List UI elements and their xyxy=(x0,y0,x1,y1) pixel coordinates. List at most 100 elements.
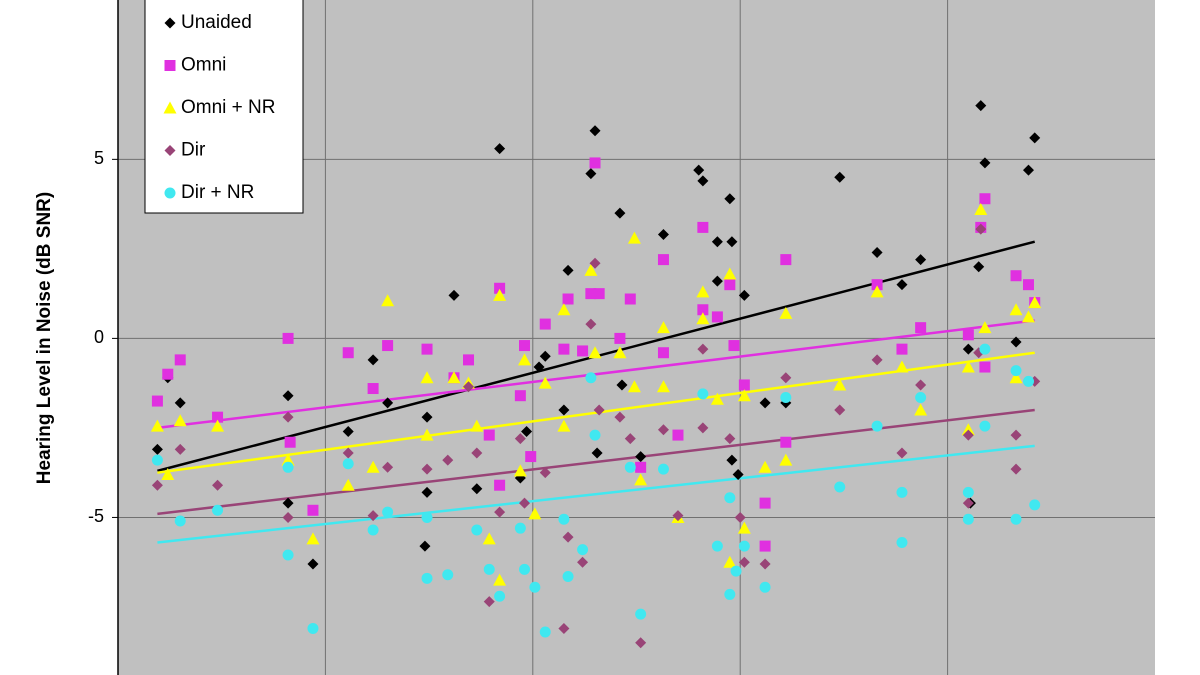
point xyxy=(624,461,636,473)
point xyxy=(723,267,737,280)
point xyxy=(577,556,589,568)
point xyxy=(174,515,186,527)
point xyxy=(519,497,531,509)
point xyxy=(759,397,771,409)
point xyxy=(513,464,527,477)
point xyxy=(281,453,295,466)
trend-line xyxy=(157,351,1035,474)
point xyxy=(307,558,319,570)
point xyxy=(212,411,224,423)
point xyxy=(533,361,545,373)
point xyxy=(635,451,647,463)
point xyxy=(978,321,992,334)
legend-label: Dir xyxy=(181,140,206,161)
point xyxy=(421,572,433,584)
legend-marker xyxy=(164,187,176,199)
point xyxy=(871,246,883,258)
point xyxy=(342,425,354,437)
point xyxy=(174,443,186,455)
point xyxy=(557,303,571,316)
point xyxy=(494,479,506,491)
point xyxy=(870,285,884,298)
point xyxy=(1010,429,1022,441)
point xyxy=(558,404,570,416)
point xyxy=(624,433,636,445)
point xyxy=(341,478,355,491)
point xyxy=(382,340,394,352)
point xyxy=(367,383,379,395)
point xyxy=(1021,310,1035,323)
point xyxy=(834,171,846,183)
point xyxy=(366,460,380,473)
y-tick-label: 5 xyxy=(94,148,104,168)
point xyxy=(710,392,724,405)
point xyxy=(307,504,319,516)
point xyxy=(914,403,928,416)
point xyxy=(635,461,647,473)
point xyxy=(896,537,908,549)
point xyxy=(151,454,163,466)
point xyxy=(737,521,751,534)
point xyxy=(539,350,551,362)
point xyxy=(634,473,648,486)
point xyxy=(780,436,792,448)
point xyxy=(382,397,394,409)
point xyxy=(483,563,495,575)
point xyxy=(728,340,740,352)
point xyxy=(759,581,771,593)
point xyxy=(758,460,772,473)
point xyxy=(562,571,574,583)
point xyxy=(724,588,736,600)
point xyxy=(593,288,605,300)
point xyxy=(627,231,641,244)
point xyxy=(697,221,709,233)
grid xyxy=(118,0,1155,675)
legend-marker xyxy=(164,17,176,29)
point xyxy=(282,411,294,423)
point xyxy=(657,424,669,436)
point xyxy=(974,202,988,215)
point xyxy=(447,371,461,384)
point xyxy=(962,513,974,525)
point xyxy=(780,254,792,266)
point xyxy=(442,454,454,466)
legend-label: Dir + NR xyxy=(181,182,254,203)
point xyxy=(557,419,571,432)
point xyxy=(656,380,670,393)
legend-label: Unaided xyxy=(181,12,252,33)
point xyxy=(616,379,628,391)
point xyxy=(915,254,927,266)
point xyxy=(896,486,908,498)
legend-marker xyxy=(163,101,177,114)
point xyxy=(779,453,793,466)
point xyxy=(442,569,454,581)
point xyxy=(589,157,601,169)
point xyxy=(780,391,792,403)
point xyxy=(585,168,597,180)
point xyxy=(420,428,434,441)
point xyxy=(759,497,771,509)
point xyxy=(1010,365,1022,377)
point xyxy=(962,329,974,341)
point xyxy=(895,360,909,373)
point xyxy=(493,288,507,301)
point xyxy=(588,346,602,359)
point xyxy=(342,458,354,470)
y-tick-label: 0 xyxy=(94,327,104,347)
point xyxy=(519,563,531,575)
point xyxy=(482,532,496,545)
point xyxy=(585,372,597,384)
point xyxy=(589,257,601,269)
point xyxy=(419,540,431,552)
point xyxy=(162,368,174,380)
point xyxy=(1022,279,1034,291)
point xyxy=(979,157,991,169)
point xyxy=(538,376,552,389)
point xyxy=(282,549,294,561)
point xyxy=(915,379,927,391)
point xyxy=(421,486,433,498)
point xyxy=(577,345,589,357)
point xyxy=(613,346,627,359)
point xyxy=(584,263,598,276)
point xyxy=(896,447,908,459)
